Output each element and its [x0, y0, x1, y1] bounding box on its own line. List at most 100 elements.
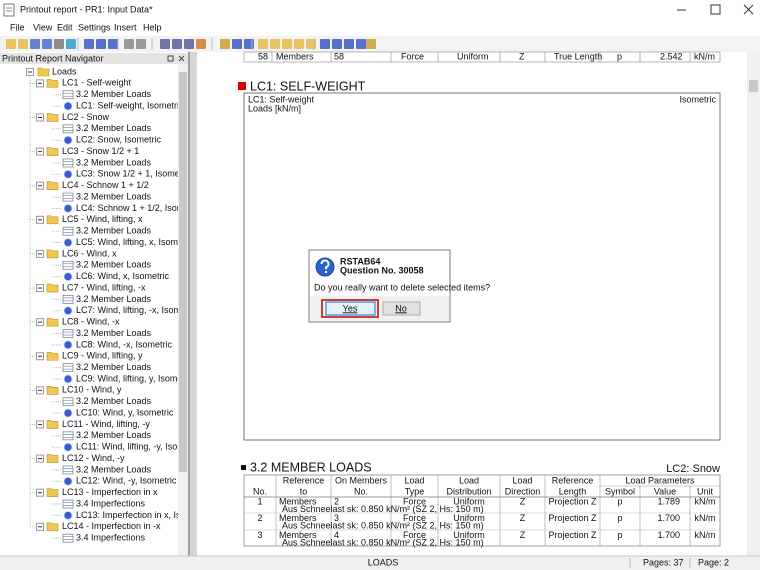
pin-button[interactable] [167, 55, 174, 62]
tree-item[interactable]: LC11: Wind, lifting, -y, Isometric [76, 442, 202, 452]
tree-group[interactable]: LC11 - Wind, lifting, -y [62, 419, 150, 429]
table-icon [62, 499, 74, 509]
toolbar-button[interactable] [356, 39, 366, 49]
tree-group[interactable]: LC13 - Imperfection in x [62, 487, 158, 497]
toolbar-button[interactable] [84, 39, 94, 49]
graphic-icon [63, 238, 73, 247]
tree-item[interactable]: 3.2 Member Loads [76, 157, 152, 167]
tree-item[interactable]: LC8: Wind, -x, Isometric [76, 339, 173, 349]
maximize-button[interactable] [710, 4, 721, 15]
tree-root[interactable]: Loads [52, 66, 77, 76]
toolbar-button[interactable] [220, 39, 230, 49]
scrollbar-thumb[interactable] [179, 72, 187, 472]
tree-item[interactable]: 3.2 Member Loads [76, 294, 152, 304]
graphic-icon [63, 169, 73, 179]
table-icon [62, 295, 74, 304]
toolbar-button[interactable] [96, 39, 106, 49]
tree-group[interactable]: LC3 - Snow 1/2 + 1 [62, 146, 139, 156]
tree-group[interactable]: LC5 - Wind, lifting, x [62, 214, 143, 224]
toolbar-button[interactable] [18, 39, 28, 49]
tree-group[interactable]: LC6 - Wind, x [62, 248, 117, 258]
table-cell: Uniform [453, 496, 485, 506]
tree-item[interactable]: 3.2 Member Loads [76, 328, 152, 338]
yes-button[interactable] [325, 301, 376, 316]
toolbar-button[interactable] [172, 39, 182, 49]
toolbar-button[interactable] [294, 39, 304, 49]
doc-scrollbar-thumb[interactable] [749, 80, 758, 92]
tree-group[interactable]: LC7 - Wind, lifting, -x [62, 282, 146, 292]
toolbar-button[interactable] [184, 39, 194, 49]
graphic-subtitle: Loads [kN/m] [248, 103, 301, 113]
menu-item[interactable]: Insert [114, 22, 137, 32]
table-icon [62, 533, 74, 543]
tree-item[interactable]: LC5: Wind, lifting, x, Isometric [76, 237, 196, 247]
folder-icon [37, 67, 50, 77]
tree-item[interactable]: LC3: Snow 1/2 + 1, Isometric [76, 169, 192, 179]
no-label[interactable]: No [395, 303, 407, 313]
toolbar-button[interactable] [232, 39, 242, 49]
toolbar-button[interactable] [282, 39, 292, 49]
no-button[interactable] [382, 301, 421, 316]
tree-group[interactable]: LC8 - Wind, -x [62, 317, 120, 327]
close-pane [178, 55, 185, 62]
toolbar-button[interactable] [332, 39, 342, 49]
tree-item[interactable]: 3.4 Imperfections [76, 498, 146, 508]
tree-item[interactable]: LC10: Wind, y, Isometric [76, 407, 174, 417]
table-cell: Members [279, 513, 317, 523]
tree-item[interactable]: LC7: Wind, lifting, -x, Isometric [76, 305, 199, 315]
tree-item[interactable]: LC12: Wind, -y, Isometric [76, 476, 177, 486]
tree-item[interactable]: LC9: Wind, lifting, y, Isometric [76, 373, 195, 383]
tree-group[interactable]: LC1 - Self-weight [62, 78, 132, 88]
tree-item[interactable]: 3.2 Member Loads [76, 123, 152, 133]
tree-group[interactable]: LC14 - Imperfection in -x [62, 521, 161, 531]
menu-item[interactable]: Help [143, 22, 162, 32]
toolbar-button[interactable] [160, 39, 170, 49]
tree-item[interactable]: 3.2 Member Loads [76, 464, 152, 474]
tree-group[interactable]: LC4 - Schnow 1 + 1/2 [62, 180, 149, 190]
menu-item[interactable]: View [33, 22, 53, 32]
splitter [188, 52, 190, 556]
tree-item[interactable]: LC4: Schnow 1 + 1/2, Isometric [76, 203, 202, 213]
toolbar-button[interactable] [54, 39, 64, 49]
table-icon [62, 90, 74, 100]
menu-item[interactable]: Edit [57, 22, 73, 32]
toolbar-button[interactable] [344, 39, 354, 49]
toolbar-button[interactable] [66, 39, 76, 49]
tree-item[interactable]: 3.2 Member Loads [76, 430, 152, 440]
toolbar-button[interactable] [270, 39, 280, 49]
toolbar-button[interactable] [136, 39, 146, 49]
tree-item[interactable]: LC2: Snow, Isometric [76, 135, 162, 145]
column-header: Value [654, 486, 676, 496]
toolbar-button[interactable] [258, 39, 268, 49]
menu-item[interactable]: Settings [78, 22, 111, 32]
tree-item[interactable]: 3.2 Member Loads [76, 89, 152, 99]
toolbar-button[interactable] [124, 39, 134, 49]
tree-item[interactable]: LC6: Wind, x, Isometric [76, 271, 170, 281]
tree-item[interactable]: 3.2 Member Loads [76, 226, 152, 236]
tree-group[interactable]: LC12 - Wind, -y [62, 453, 125, 463]
toolbar-button[interactable] [196, 39, 206, 49]
yes-label[interactable]: Yes [343, 303, 358, 313]
tree-item[interactable]: 3.4 Imperfections [76, 533, 146, 543]
toolbar-button[interactable] [108, 39, 118, 49]
tree-item[interactable]: 3.2 Member Loads [76, 396, 152, 406]
graphic-icon [63, 408, 73, 418]
column-header: No. [354, 486, 368, 496]
table-note: Aus Schneelast sk: 0.850 kN/m² (SZ 2, Hs… [282, 504, 484, 514]
tree-item[interactable]: 3.2 Member Loads [76, 362, 152, 372]
toolbar-button[interactable] [320, 39, 330, 49]
tree-group[interactable]: LC2 - Snow [62, 112, 110, 122]
toolbar-button[interactable] [366, 39, 376, 49]
menu-item[interactable]: File [10, 22, 25, 32]
tree-group[interactable]: LC9 - Wind, lifting, y [62, 351, 143, 361]
tree-item[interactable]: LC1: Self-weight, Isometric [76, 100, 184, 110]
toolbar-button[interactable] [42, 39, 52, 49]
folder-icon [46, 283, 59, 293]
table-cell: kN/m [695, 513, 716, 523]
toolbar-button[interactable] [6, 39, 16, 49]
tree-item[interactable]: 3.2 Member Loads [76, 191, 152, 201]
toolbar-button[interactable] [30, 39, 40, 49]
tree-group[interactable]: LC10 - Wind, y [62, 385, 122, 395]
tree-item[interactable]: LC13: Imperfection in x, Isometric [76, 510, 211, 520]
tree-item[interactable]: 3.2 Member Loads [76, 260, 152, 270]
